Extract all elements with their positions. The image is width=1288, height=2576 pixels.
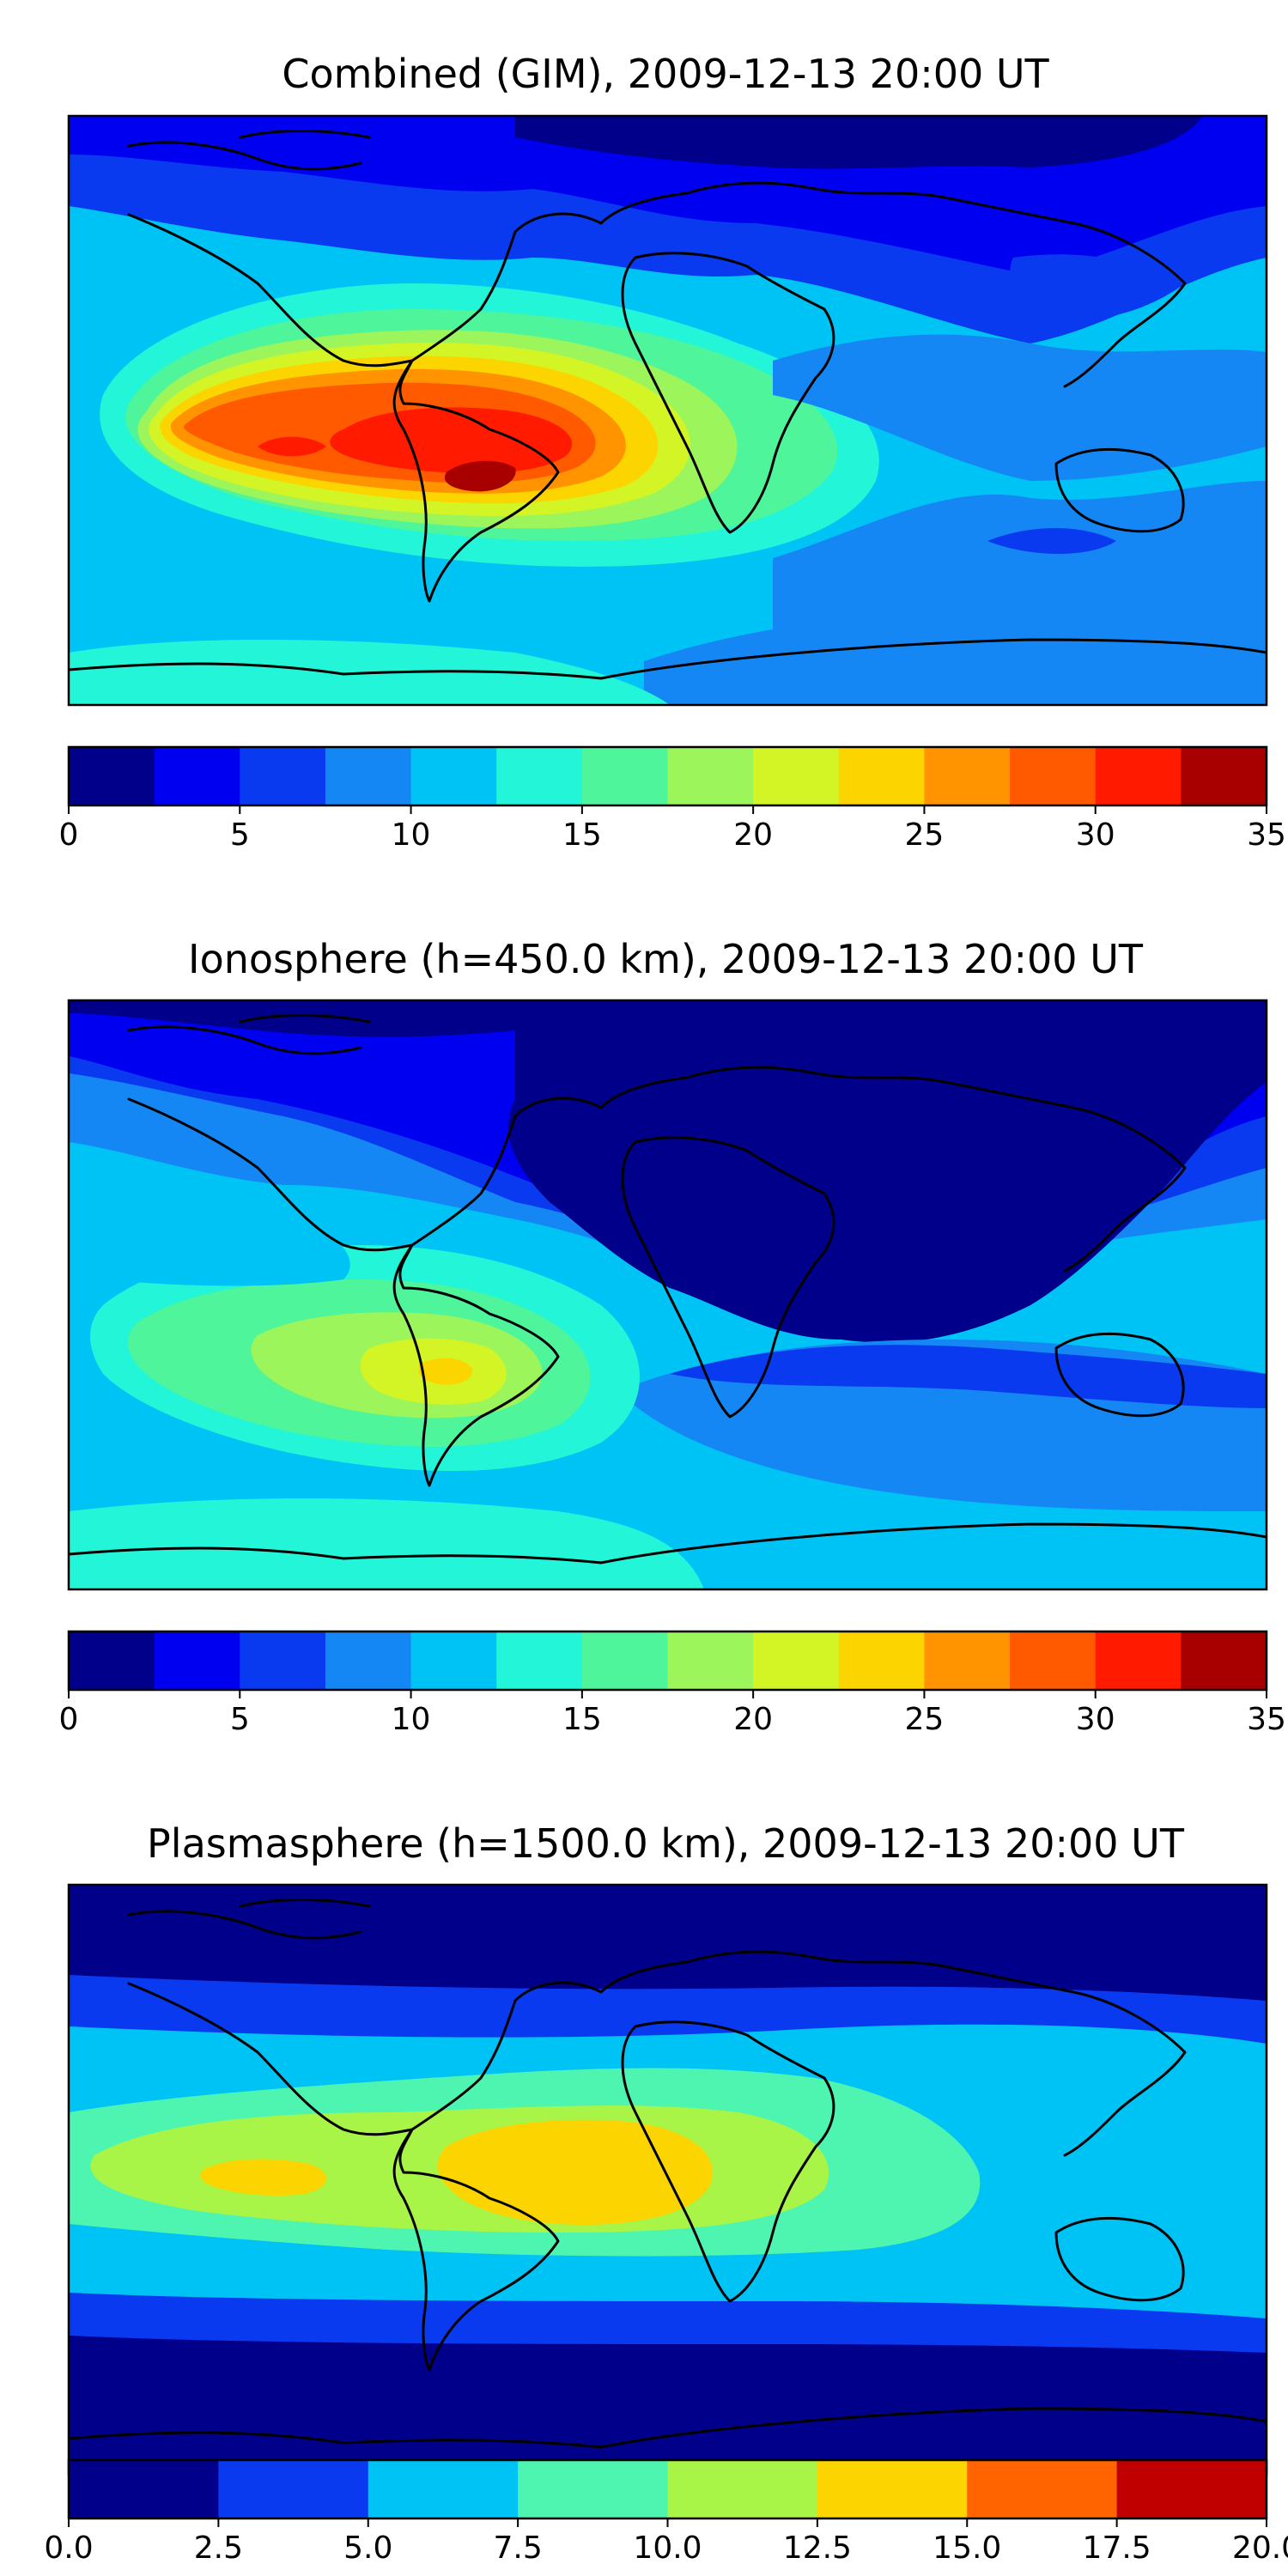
- plot-frame: [67, 999, 1268, 1591]
- colorbar-segment: [325, 747, 412, 805]
- panel-plasmasphere: Plasmasphere (h=1500.0 km), 2009-12-13 2…: [44, 1820, 1288, 2566]
- colorbar-frame: [67, 1630, 1268, 1692]
- colorbar-segment: [154, 747, 240, 805]
- colorbar-tick-label: 5.0: [343, 2530, 392, 2566]
- colorbar-tick-label: 0: [59, 1702, 79, 1737]
- contour-12.5-west: [200, 2159, 327, 2196]
- colorbar-segment: [410, 1631, 497, 1690]
- colorbar-segment: [154, 1631, 240, 1690]
- colorbar-tick-label: 35: [1247, 1702, 1286, 1737]
- colorbar-tick-label: 5: [230, 1702, 250, 1737]
- contour-africa-low: [773, 334, 1267, 481]
- contour-south-3: [987, 528, 1116, 554]
- colorbar-segment: [496, 747, 583, 805]
- colorbar-segment: [1095, 747, 1182, 805]
- coastlines: [69, 1014, 1267, 1564]
- colorbar-tick-label: 12.5: [783, 2530, 852, 2566]
- colorbar-tick-label: 30: [1076, 1702, 1115, 1737]
- colorbar-segment: [924, 747, 1011, 805]
- colorbar-segment: [518, 2460, 668, 2518]
- colorbar-segment: [1010, 1631, 1097, 1690]
- plot-frame: [67, 114, 1268, 707]
- colorbar-tick-label: 10.0: [633, 2530, 702, 2566]
- colorbar-tick-label: 7.5: [493, 2530, 542, 2566]
- contour-32-west: [258, 436, 326, 457]
- contour-arctic-0: [69, 1000, 515, 1037]
- coastlines: [69, 130, 1267, 680]
- colorbar-tick-label: 25: [905, 817, 945, 853]
- colorbar-tick-label: 20: [733, 1702, 773, 1737]
- contour-north-0: [515, 116, 1202, 169]
- contour-north-0: [508, 1000, 1267, 1343]
- colorbar-tick-label: 20: [733, 817, 773, 853]
- colorbar-segment: [1181, 1631, 1267, 1690]
- colorbar-tick-label: 15.0: [933, 2530, 1001, 2566]
- colorbar-segment: [325, 1631, 412, 1690]
- colorbar-tick-label: 25: [905, 1702, 945, 1737]
- colorbar-segment: [410, 747, 497, 805]
- contour-asia-low: [1010, 254, 1185, 320]
- map-field: [69, 116, 1267, 705]
- colorbar-segment: [1181, 747, 1267, 805]
- colorbar-tick-label: 2.5: [194, 2530, 243, 2566]
- colorbar-segment: [838, 747, 925, 805]
- colorbar-tick-label: 20.0: [1232, 2530, 1288, 2566]
- colorbar-segment: [1116, 2460, 1267, 2518]
- colorbar-segment: [817, 2460, 968, 2518]
- colorbar: 0.0 2.5 5.0 7.5 10.0 12.5 15.0 17.5 20.0: [44, 2458, 1288, 2566]
- colorbar: 0 5 10 15 20 25 30 35: [59, 1630, 1286, 1737]
- contour-south-5: [670, 1345, 1267, 1408]
- chart-title: Ionosphere (h=450.0 km), 2009-12-13 20:0…: [188, 936, 1144, 982]
- colorbar-segment: [1095, 1631, 1182, 1690]
- colorbar-tick-label: 5: [230, 817, 250, 853]
- colorbar-segment: [667, 1631, 754, 1690]
- colorbar-tick-label: 15: [562, 1702, 602, 1737]
- contour-south-band: [644, 611, 1267, 705]
- colorbar-segment: [1010, 747, 1097, 805]
- contour-antarctic: [69, 1498, 704, 1589]
- map-field: [69, 1000, 1267, 1589]
- colorbar-tick-label: 10: [392, 817, 431, 853]
- colorbar-segment: [581, 1631, 668, 1690]
- colorbar-segment: [69, 2460, 219, 2518]
- colorbar-segment: [368, 2460, 519, 2518]
- colorbar-tick-label: 0: [59, 817, 79, 853]
- colorbar-segment: [240, 1631, 326, 1690]
- colorbar-tick-label: 10: [392, 1702, 431, 1737]
- contour-asia-5: [987, 2065, 1267, 2250]
- colorbar-segment: [496, 1631, 583, 1690]
- colorbar-segment: [753, 747, 840, 805]
- colorbar-tick-label: 30: [1076, 817, 1115, 853]
- colorbar-frame: [67, 745, 1268, 807]
- contour-pacific-10: [69, 1206, 350, 1286]
- colorbar-tick-label: 17.5: [1083, 2530, 1151, 2566]
- panel-combined: Combined (GIM), 2009-12-13 20:00 UT: [59, 51, 1286, 853]
- colorbar-segment: [753, 1631, 840, 1690]
- colorbar-segment: [924, 1631, 1011, 1690]
- colorbar-segment: [667, 2460, 818, 2518]
- chart-title: Plasmasphere (h=1500.0 km), 2009-12-13 2…: [147, 1820, 1185, 1867]
- coastlines: [69, 1899, 1267, 2449]
- contour-32: [330, 407, 573, 474]
- contour-35: [444, 460, 516, 492]
- colorbar-segment: [218, 2460, 369, 2518]
- chart-title: Combined (GIM), 2009-12-13 20:00 UT: [282, 51, 1049, 97]
- colorbar-segment: [240, 747, 326, 805]
- map-field: [69, 1885, 1267, 2474]
- panel-ionosphere: Ionosphere (h=450.0 km), 2009-12-13 20:0…: [59, 936, 1286, 1737]
- colorbar-segment: [838, 1631, 925, 1690]
- colorbar-segment: [69, 1631, 155, 1690]
- colorbar-segment: [69, 747, 155, 805]
- contour-22: [418, 1358, 473, 1385]
- contour-12.5: [437, 2119, 713, 2225]
- colorbar-tick-label: 35: [1247, 817, 1286, 853]
- colorbar-segment: [667, 747, 754, 805]
- colorbar-tick-label: 0.0: [44, 2530, 93, 2566]
- colorbar-segment: [967, 2460, 1118, 2518]
- colorbar: 0 5 10 15 20 25 30 35: [59, 745, 1286, 853]
- colorbar-tick-label: 15: [562, 817, 602, 853]
- colorbar-segment: [581, 747, 668, 805]
